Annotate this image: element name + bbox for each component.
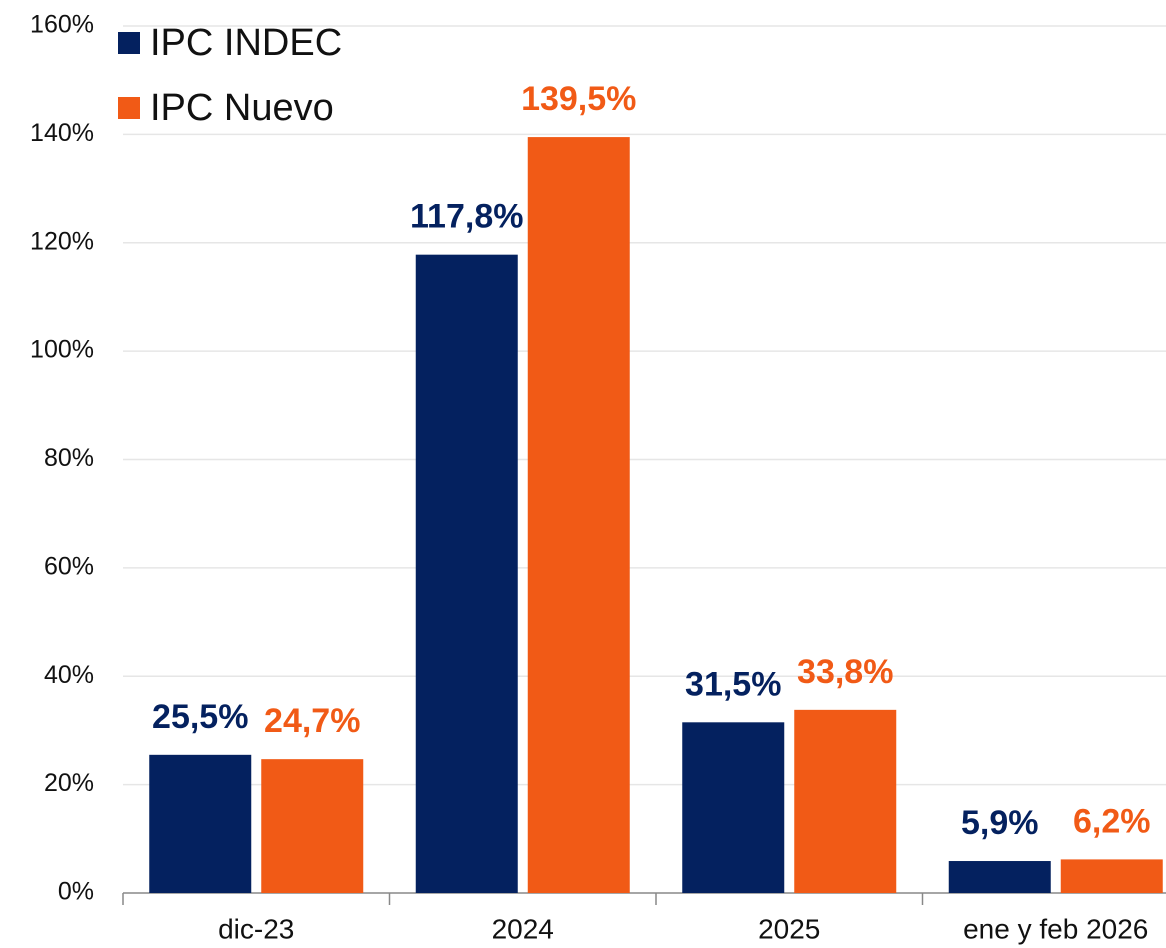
value-label: 117,8% [410, 198, 523, 236]
y-tick-label: 0% [58, 878, 94, 906]
value-label: 24,7% [264, 702, 360, 740]
bar [527, 137, 630, 894]
y-tick-label: 40% [44, 661, 94, 689]
y-tick-label: 100% [30, 336, 94, 364]
x-tick-label: 2025 [758, 913, 820, 944]
legend-label: IPC Nuevo [150, 87, 334, 129]
bar [149, 754, 252, 893]
legend-label: IPC INDEC [150, 22, 342, 64]
x-tick-label: dic-23 [218, 913, 294, 944]
x-tick-label: 2024 [492, 913, 554, 944]
value-label: 25,5% [152, 698, 248, 736]
legend-swatch [118, 97, 140, 119]
value-label: 6,2% [1073, 802, 1151, 840]
value-label: 5,9% [961, 804, 1039, 842]
legend-swatch [118, 32, 140, 54]
value-label: 139,5% [521, 80, 636, 118]
value-label: 33,8% [797, 653, 893, 691]
y-tick-label: 160% [30, 11, 94, 39]
bar [261, 759, 364, 893]
y-tick-label: 80% [44, 444, 94, 472]
bar [948, 861, 1051, 893]
bar [415, 254, 518, 893]
y-tick-label: 20% [44, 769, 94, 797]
bar [794, 709, 897, 893]
x-tick-label: ene y feb 2026 [963, 913, 1148, 944]
y-tick-label: 140% [30, 119, 94, 147]
y-tick-label: 60% [44, 552, 94, 580]
bar [1060, 859, 1163, 893]
y-tick-label: 120% [30, 227, 94, 255]
value-label: 31,5% [685, 665, 781, 703]
bar [682, 722, 785, 893]
